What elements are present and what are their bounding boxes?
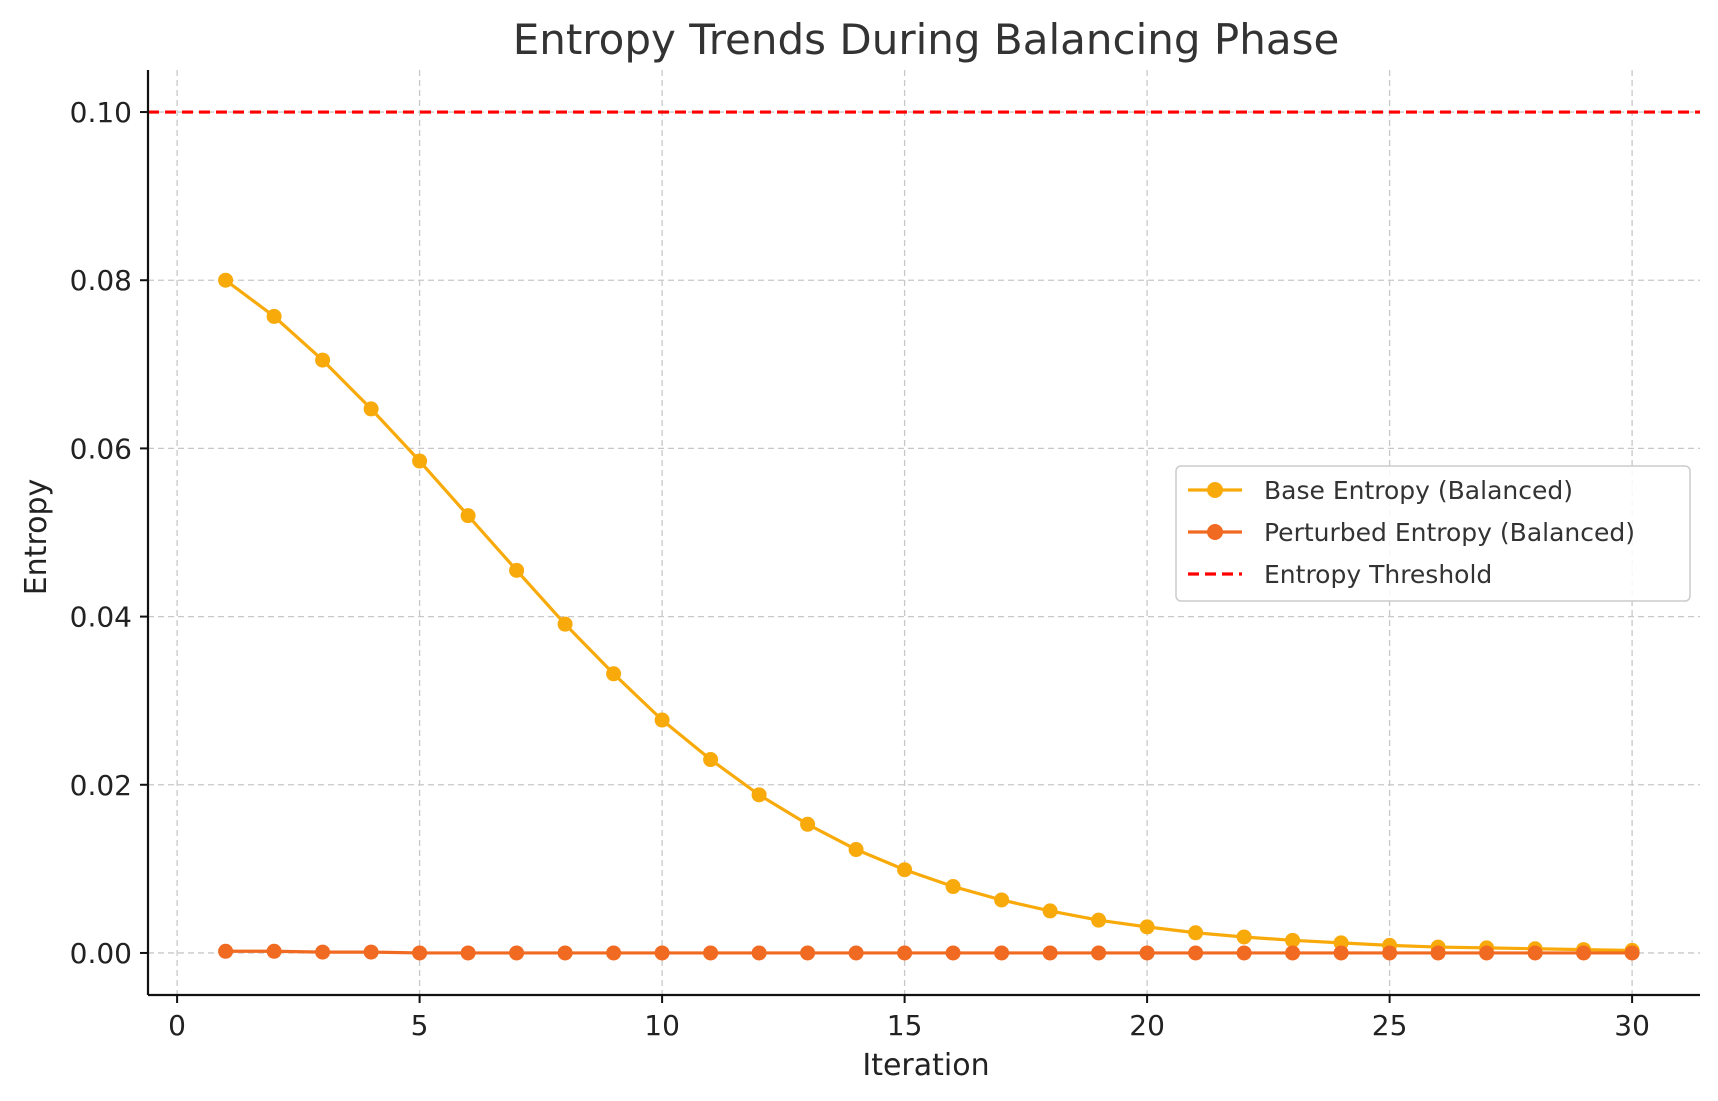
data-point	[1285, 945, 1301, 961]
axes	[146, 70, 1700, 997]
data-point	[703, 945, 719, 961]
data-point	[703, 752, 719, 768]
legend: Base Entropy (Balanced) Perturbed Entrop…	[1175, 465, 1691, 602]
data-point	[460, 508, 476, 524]
x-tick-label: 20	[1129, 1009, 1165, 1042]
data-point	[751, 945, 767, 961]
data-point	[994, 945, 1010, 961]
x-tick-label: 5	[411, 1009, 429, 1042]
y-tick-label: 0.00	[70, 937, 132, 970]
data-point	[509, 562, 525, 578]
x-tick-label: 25	[1372, 1009, 1408, 1042]
legend-item-threshold: Entropy Threshold	[1188, 560, 1492, 589]
data-point	[1188, 945, 1204, 961]
data-point	[800, 945, 816, 961]
legend-label-base: Base Entropy (Balanced)	[1264, 476, 1573, 505]
data-point	[1479, 945, 1495, 961]
data-point	[945, 879, 961, 895]
x-tick-label: 30	[1614, 1009, 1650, 1042]
data-point	[897, 862, 913, 878]
legend-swatch-perturbed-marker	[1207, 524, 1223, 540]
x-axis-label: Iteration	[862, 1048, 989, 1083]
data-point	[1139, 919, 1155, 935]
data-point	[509, 945, 525, 961]
data-point	[606, 666, 622, 682]
data-point	[1285, 932, 1301, 948]
legend-box	[1175, 465, 1691, 602]
y-axis-label: Entropy	[19, 479, 54, 596]
data-point	[848, 945, 864, 961]
chart-title: Entropy Trends During Balancing Phase	[513, 15, 1340, 64]
y-tick-label: 0.08	[70, 264, 132, 297]
x-tick-label: 15	[887, 1009, 923, 1042]
data-point	[800, 816, 816, 832]
data-point	[1576, 945, 1592, 961]
data-point	[994, 892, 1010, 908]
data-point	[218, 272, 234, 288]
series-perturbed	[218, 943, 1640, 961]
legend-item-base: Base Entropy (Balanced)	[1188, 476, 1573, 505]
legend-label-threshold: Entropy Threshold	[1264, 560, 1492, 589]
data-point	[1382, 945, 1398, 961]
x-tick-label: 0	[168, 1009, 186, 1042]
data-point	[897, 945, 913, 961]
y-tick-label: 0.02	[70, 769, 132, 802]
data-point	[1091, 912, 1107, 928]
data-point	[751, 787, 767, 803]
data-point	[266, 308, 282, 324]
data-point	[1139, 945, 1155, 961]
data-point	[654, 712, 670, 728]
data-point	[1624, 945, 1640, 961]
data-point	[848, 842, 864, 858]
y-tick-label: 0.06	[70, 432, 132, 465]
series-layer	[218, 272, 1640, 961]
y-tick-label: 0.10	[70, 96, 132, 129]
data-point	[606, 945, 622, 961]
data-point	[1430, 945, 1446, 961]
data-point	[1527, 945, 1543, 961]
data-point	[412, 453, 428, 469]
series-line	[225, 949, 1633, 955]
data-point	[412, 945, 428, 961]
data-point	[1042, 903, 1058, 919]
legend-item-perturbed: Perturbed Entropy (Balanced)	[1188, 518, 1635, 547]
data-point	[1042, 945, 1058, 961]
data-point	[1188, 925, 1204, 941]
ticks: 0 5 10 15 20 25 30 0.00 0.02 0.04 0.06 0.08 0.10	[70, 96, 1650, 1042]
data-point	[1236, 929, 1252, 945]
data-point	[363, 944, 379, 960]
x-tick-label: 10	[644, 1009, 680, 1042]
data-point	[1333, 945, 1349, 961]
data-point	[1236, 945, 1252, 961]
data-point	[315, 352, 331, 368]
data-point	[654, 945, 670, 961]
data-point	[557, 616, 573, 632]
data-point	[1091, 945, 1107, 961]
data-point	[945, 945, 961, 961]
data-point	[218, 943, 234, 959]
legend-label-perturbed: Perturbed Entropy (Balanced)	[1264, 518, 1635, 547]
data-point	[315, 944, 331, 960]
data-point	[557, 945, 573, 961]
y-tick-label: 0.04	[70, 601, 132, 634]
data-point	[266, 943, 282, 959]
data-point	[460, 945, 476, 961]
series-line	[224, 278, 1633, 953]
legend-swatch-base-marker	[1207, 482, 1223, 498]
data-point	[363, 401, 379, 417]
